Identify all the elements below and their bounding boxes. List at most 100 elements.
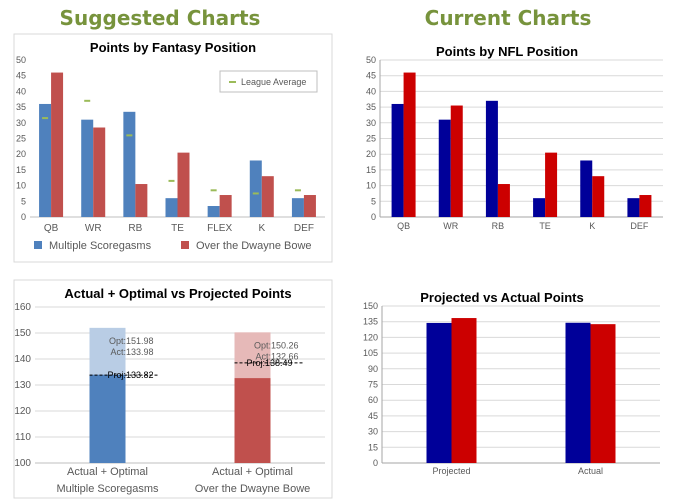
y-tick-label: 45 bbox=[368, 411, 378, 421]
x-tick-label: RB bbox=[492, 221, 505, 231]
legend-swatch-multiple-scoregasms bbox=[34, 241, 42, 249]
x-tick-label: RB bbox=[128, 223, 142, 234]
y-tick-label: 40 bbox=[16, 86, 26, 96]
y-tick-label: 110 bbox=[15, 432, 31, 443]
x-tick-label: WR bbox=[85, 223, 102, 234]
bar-over-the-dwayne-bowe bbox=[93, 127, 106, 217]
y-tick-label: 15 bbox=[16, 165, 26, 175]
y-tick-label: 0 bbox=[371, 212, 376, 222]
bar-nfl-series-2 bbox=[403, 72, 416, 217]
y-tick-label: 120 bbox=[14, 406, 31, 417]
bar-nfl-series-2 bbox=[592, 176, 605, 217]
bar-nfl-series-2 bbox=[450, 105, 463, 217]
y-tick-label: 10 bbox=[16, 181, 26, 191]
bar-nfl-series-1 bbox=[533, 198, 546, 217]
y-tick-label: 10 bbox=[366, 181, 376, 191]
y-tick-label: 50 bbox=[366, 55, 376, 65]
proj-data-label: Proj:138.49 bbox=[247, 358, 293, 368]
y-tick-label: 105 bbox=[363, 348, 378, 358]
y-tick-label: 20 bbox=[16, 149, 26, 159]
current-charts-heading: Current Charts bbox=[424, 6, 592, 30]
bar-nfl-series-2 bbox=[497, 184, 510, 217]
y-tick-label: 25 bbox=[16, 134, 26, 144]
y-tick-label: 60 bbox=[368, 395, 378, 405]
x-category-label-line2: Multiple Scoregasms bbox=[56, 483, 159, 495]
y-tick-label: 30 bbox=[16, 118, 26, 128]
y-tick-label: 5 bbox=[371, 196, 376, 206]
y-tick-label: 0 bbox=[21, 212, 26, 222]
chart-title: Points by NFL Position bbox=[436, 44, 578, 59]
x-tick-label: Projected bbox=[432, 466, 470, 476]
bar-over-the-dwayne-bowe bbox=[303, 195, 316, 217]
proj-data-label: Proj:133.82 bbox=[107, 370, 153, 380]
x-category-label-line2: Over the Dwayne Bowe bbox=[195, 483, 311, 495]
bar-nfl-series-1 bbox=[627, 198, 640, 217]
y-tick-label: 160 bbox=[14, 302, 31, 313]
y-tick-label: 25 bbox=[366, 134, 376, 144]
bar-multiple-scoregasms bbox=[207, 206, 220, 217]
bar-multiple-scoregasms bbox=[165, 198, 178, 217]
bar-over-the-dwayne-bowe bbox=[177, 152, 190, 217]
bar-over-the-dwayne-bowe bbox=[261, 176, 274, 217]
x-tick-label: Actual bbox=[578, 466, 603, 476]
y-tick-label: 50 bbox=[16, 55, 26, 65]
x-tick-label: TE bbox=[539, 221, 551, 231]
y-tick-label: 45 bbox=[366, 71, 376, 81]
act-data-label: Act:133.98 bbox=[110, 347, 153, 357]
legend-swatch-over-the-dwayne-bowe bbox=[181, 241, 189, 249]
y-tick-label: 140 bbox=[14, 354, 31, 365]
league-average-legend-label: League Average bbox=[241, 77, 306, 87]
y-tick-label: 40 bbox=[366, 86, 376, 96]
bar-projected-series-2 bbox=[451, 318, 477, 463]
x-category-label-line1: Actual + Optimal bbox=[67, 466, 148, 478]
bar-multiple-scoregasms bbox=[39, 103, 52, 217]
bar-multiple-scoregasms bbox=[81, 119, 94, 217]
league-average-legend bbox=[219, 70, 318, 93]
bar-over-the-dwayne-bowe bbox=[135, 184, 148, 217]
bar-actual-segment bbox=[89, 374, 126, 463]
bar-nfl-series-2 bbox=[639, 195, 652, 217]
bar-projected-series-1 bbox=[426, 322, 452, 463]
bar-nfl-series-1 bbox=[391, 103, 404, 217]
bar-projected-series-1 bbox=[565, 322, 591, 463]
y-tick-label: 15 bbox=[368, 442, 378, 452]
y-tick-label: 35 bbox=[366, 102, 376, 112]
y-tick-label: 15 bbox=[366, 165, 376, 175]
bar-nfl-series-1 bbox=[485, 100, 498, 217]
y-tick-label: 30 bbox=[366, 118, 376, 128]
x-tick-label: QB bbox=[44, 223, 59, 234]
y-tick-label: 0 bbox=[373, 458, 378, 468]
y-tick-label: 100 bbox=[14, 458, 31, 469]
y-tick-label: 130 bbox=[14, 380, 31, 391]
bar-nfl-series-1 bbox=[580, 160, 593, 217]
chart-optimal-frame bbox=[13, 279, 333, 499]
bar-multiple-scoregasms bbox=[291, 198, 304, 217]
x-tick-label: K bbox=[258, 223, 265, 234]
x-tick-label: TE bbox=[171, 223, 184, 234]
legend-label-over-the-dwayne-bowe: Over the Dwayne Bowe bbox=[196, 240, 312, 252]
x-category-label-line1: Actual + Optimal bbox=[212, 466, 293, 478]
y-tick-label: 5 bbox=[21, 196, 26, 206]
y-tick-label: 90 bbox=[368, 364, 378, 374]
y-tick-label: 150 bbox=[363, 301, 378, 311]
bar-over-the-dwayne-bowe bbox=[219, 195, 232, 217]
x-tick-label: DEF bbox=[630, 221, 649, 231]
bar-nfl-series-1 bbox=[438, 119, 451, 217]
bar-optimal-segment bbox=[234, 332, 271, 379]
opt-data-label: Opt:150.26 bbox=[254, 340, 299, 350]
x-tick-label: FLEX bbox=[207, 223, 232, 234]
x-tick-label: K bbox=[589, 221, 595, 231]
bar-multiple-scoregasms bbox=[123, 111, 136, 217]
act-data-label: Act:132.66 bbox=[255, 351, 298, 361]
bar-nfl-series-2 bbox=[545, 152, 558, 217]
chart-title: Points by Fantasy Position bbox=[90, 40, 256, 55]
y-tick-label: 45 bbox=[16, 71, 26, 81]
y-tick-label: 20 bbox=[366, 149, 376, 159]
opt-data-label: Opt:151.98 bbox=[109, 336, 154, 346]
x-tick-label: QB bbox=[397, 221, 410, 231]
y-tick-label: 120 bbox=[363, 332, 378, 342]
legend-label-multiple-scoregasms: Multiple Scoregasms bbox=[49, 240, 152, 252]
chart-title: Projected vs Actual Points bbox=[420, 290, 584, 305]
x-tick-label: DEF bbox=[294, 223, 314, 234]
